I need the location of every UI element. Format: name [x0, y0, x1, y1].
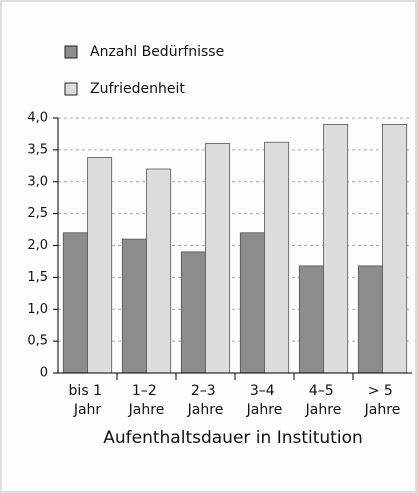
x-axis-title: Aufenthaltsdauer in Institution: [103, 428, 363, 448]
x-tick-label: 1–2 Jahre: [128, 383, 165, 418]
y-tick-label: 1,5: [27, 270, 48, 285]
y-tick-label: 3,5: [27, 142, 48, 157]
bar: [298, 265, 324, 374]
x-tick-label: 3–4 Jahre: [246, 383, 283, 418]
y-tick-label: 3,0: [27, 174, 48, 189]
bar: [357, 265, 383, 374]
bar: [87, 157, 113, 374]
x-tick-label: bis 1 Jahr: [69, 383, 107, 418]
x-tick-label: > 5 Jahre: [364, 383, 401, 418]
x-tick-label: 2–3 Jahre: [187, 383, 224, 418]
bar: [180, 251, 206, 374]
bar: [205, 143, 231, 374]
y-tick-label: 1,0: [27, 302, 48, 317]
bar: [62, 232, 88, 374]
y-tick-label: 0,5: [27, 334, 48, 349]
legend-label: Zufriedenheit: [90, 81, 185, 97]
y-tick-label: 0: [40, 366, 48, 381]
legend-swatch: [64, 45, 78, 59]
y-tick-label: 2,5: [27, 206, 48, 221]
legend-swatch: [64, 82, 78, 96]
bar: [146, 168, 172, 374]
bar: [239, 232, 265, 374]
y-tick-label: 2,0: [27, 238, 48, 253]
bar: [323, 123, 349, 374]
legend-label: Anzahl Bedürfnisse: [90, 44, 224, 60]
x-tick-label: 4–5 Jahre: [305, 383, 342, 418]
y-tick-label: 4,0: [27, 111, 48, 126]
bar: [121, 238, 147, 374]
bar: [264, 141, 290, 374]
bar: [382, 123, 408, 374]
